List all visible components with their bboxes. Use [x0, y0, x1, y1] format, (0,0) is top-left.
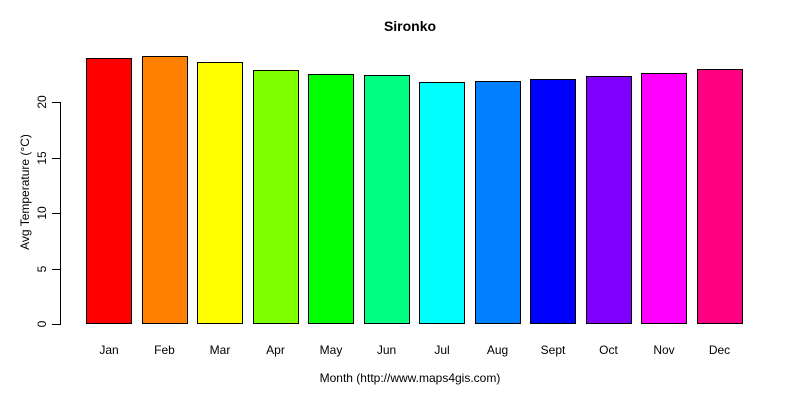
- x-tick-label-feb: Feb: [154, 343, 175, 357]
- bar-feb: [141, 56, 188, 324]
- bar-apr: [252, 69, 299, 324]
- x-tick-label-nov: Nov: [653, 343, 675, 357]
- y-axis: [60, 102, 61, 325]
- y-tick-label: 0: [35, 320, 49, 328]
- x-tick-label-sept: Sept: [540, 343, 566, 357]
- y-tick-label: 20: [35, 95, 49, 109]
- x-tick-label-dec: Dec: [708, 343, 731, 357]
- x-tick-label-oct: Oct: [599, 343, 618, 357]
- bar-dec: [696, 68, 743, 324]
- x-tick-label-jan: Jan: [99, 343, 119, 357]
- y-tick-label: 15: [35, 150, 49, 165]
- y-axis-label: Avg Temperature (°C): [18, 134, 32, 250]
- x-tick-label-apr: Apr: [266, 343, 285, 357]
- x-tick-label-mar: Mar: [209, 343, 231, 357]
- y-tick: [52, 268, 60, 270]
- y-tick: [52, 157, 60, 159]
- bar-jul: [419, 82, 465, 324]
- x-tick-label-jun: Jun: [376, 343, 397, 357]
- x-tick-label-jul: Jul: [434, 343, 450, 357]
- x-tick-label-may: May: [319, 343, 343, 357]
- x-tick-label-aug: Aug: [486, 343, 509, 357]
- bar-aug: [474, 80, 521, 324]
- bar-sept: [530, 78, 576, 324]
- y-tick: [52, 213, 60, 214]
- bar-jan: [86, 57, 132, 324]
- bar-oct: [585, 76, 632, 324]
- bar-mar: [197, 62, 243, 324]
- x-axis-label: Month (http://www.maps4gis.com): [319, 371, 501, 385]
- y-tick-label: 10: [35, 206, 49, 220]
- y-tick: [52, 102, 60, 103]
- bar-jun: [363, 75, 410, 324]
- chart-title: Sironko: [383, 18, 437, 34]
- bar-nov: [641, 73, 687, 324]
- bar-may: [308, 74, 354, 324]
- y-tick: [52, 324, 60, 325]
- y-tick-label: 5: [35, 265, 49, 272]
